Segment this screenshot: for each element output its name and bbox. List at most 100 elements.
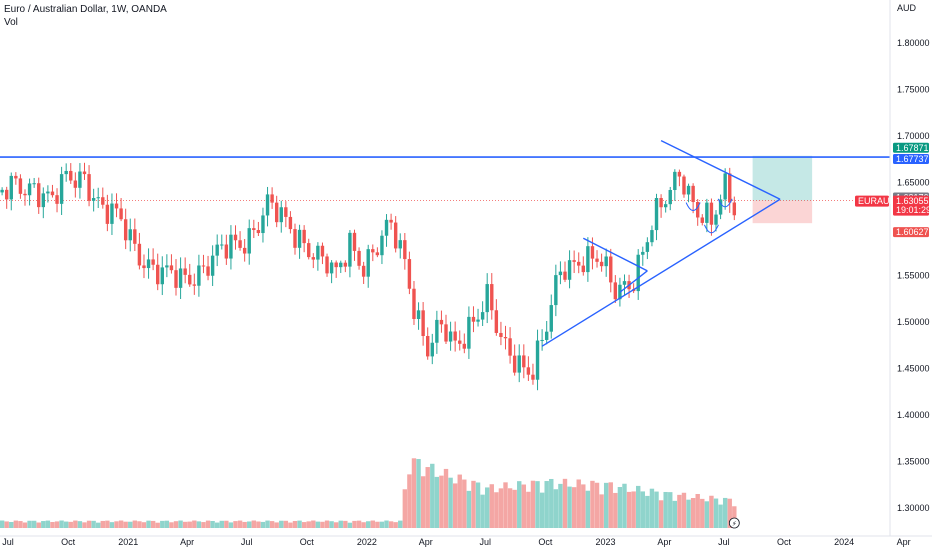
- candle-body: [609, 256, 613, 283]
- volume-bar: [13, 520, 19, 528]
- volume-bar: [686, 499, 691, 528]
- volume-bar: [114, 521, 119, 528]
- candle-body: [14, 175, 18, 179]
- volume-bar: [109, 522, 115, 528]
- x-tick-label: Oct: [300, 537, 315, 547]
- candle-body: [165, 265, 169, 268]
- volume-bar: [462, 479, 467, 528]
- volume-bar: [407, 474, 412, 528]
- volume-bar: [526, 491, 531, 528]
- x-tick-label: Jul: [479, 537, 491, 547]
- volume-bar: [187, 521, 192, 528]
- candle-body: [297, 229, 302, 248]
- volume-bar: [356, 520, 362, 528]
- x-tick-label: 2024: [834, 537, 854, 547]
- y-tick-label: 1.75000: [897, 85, 930, 95]
- candle-body: [563, 271, 567, 280]
- lower-support-line: [619, 270, 648, 293]
- candle-body: [686, 185, 691, 195]
- candle-body: [398, 240, 402, 249]
- volume-bar: [86, 520, 92, 528]
- volume-bar: [279, 520, 284, 528]
- volume-bar: [448, 477, 453, 528]
- chart-title: Euro / Australian Dollar, 1W, OANDA: [4, 4, 167, 15]
- resistance-badge: 1.67737: [893, 154, 929, 165]
- candle-body: [384, 219, 389, 236]
- candle-body: [421, 310, 425, 336]
- candle-body: [641, 251, 645, 255]
- volume-bar: [718, 504, 723, 528]
- candle-body: [169, 265, 174, 271]
- volume-bar: [31, 520, 37, 528]
- volume-bar: [585, 490, 591, 528]
- volume-bar: [141, 522, 147, 528]
- candle-body: [549, 305, 553, 332]
- flag-trendline: [582, 237, 648, 272]
- candle-body: [55, 195, 59, 204]
- volume-bar: [9, 521, 14, 528]
- volume-bar: [260, 521, 266, 528]
- volume-bar: [672, 500, 678, 528]
- candle-body: [709, 202, 714, 225]
- volume-bar: [77, 521, 83, 528]
- volume-bar: [562, 478, 568, 528]
- volume-bar: [178, 520, 183, 528]
- candle-body: [183, 268, 187, 275]
- lightning-icon-circle: [728, 517, 740, 529]
- volume-bar: [182, 521, 188, 528]
- x-tick-label: Oct: [61, 537, 76, 547]
- candle-body: [69, 170, 73, 181]
- volume-bar: [494, 492, 499, 528]
- candle-body: [590, 246, 595, 259]
- candle-body: [0, 189, 4, 193]
- volume-bar: [105, 520, 110, 528]
- volume-bar: [228, 522, 234, 528]
- currency-label: AUD: [897, 3, 917, 13]
- candle-body: [462, 343, 467, 349]
- chart-header: Euro / Australian Dollar, 1W, OANDA Vol: [4, 3, 167, 29]
- volume-bar: [558, 483, 563, 528]
- volume-bar: [173, 521, 179, 528]
- volume-bar: [695, 494, 700, 528]
- candle-body: [499, 332, 503, 338]
- candle-body: [636, 254, 640, 292]
- volume-bar: [169, 522, 174, 528]
- candle-body: [4, 189, 9, 200]
- volume-bar: [265, 520, 270, 528]
- volume-bar: [361, 522, 366, 528]
- volume-bar: [54, 521, 60, 528]
- y-tick-label: 1.45000: [897, 364, 930, 374]
- volume-bar: [329, 521, 334, 528]
- volume-bar: [242, 521, 247, 528]
- x-tick-label: Apr: [419, 537, 433, 547]
- candle-body: [357, 250, 361, 266]
- volume-label: Vol: [4, 17, 18, 28]
- volume-bar: [521, 484, 527, 528]
- volume-bar: [352, 520, 357, 528]
- volume-bar: [256, 521, 261, 528]
- candle-body: [137, 243, 142, 266]
- volume-bar: [489, 484, 494, 528]
- volume-bar: [617, 487, 623, 528]
- candle-body: [229, 234, 233, 259]
- candle-body: [220, 244, 224, 246]
- volume-bar: [603, 482, 609, 528]
- volume-bar: [36, 522, 41, 528]
- volume-bar: [384, 520, 389, 528]
- candle-body: [128, 229, 132, 241]
- y-tick-label: 1.65000: [897, 178, 930, 188]
- volume-bar: [677, 494, 682, 528]
- x-tick-label: 2023: [596, 537, 616, 547]
- candle-body: [435, 319, 439, 343]
- volume-bar: [466, 490, 472, 528]
- volume-bar: [50, 522, 55, 528]
- candle-body: [352, 232, 357, 251]
- stop-badge-text: 1.60627: [896, 227, 929, 237]
- candle-body: [691, 185, 695, 203]
- candle-body: [512, 355, 517, 373]
- volume-bar: [22, 522, 28, 528]
- volume-bar: [668, 492, 673, 528]
- candle-body: [371, 249, 375, 253]
- volume-bar: [484, 487, 490, 528]
